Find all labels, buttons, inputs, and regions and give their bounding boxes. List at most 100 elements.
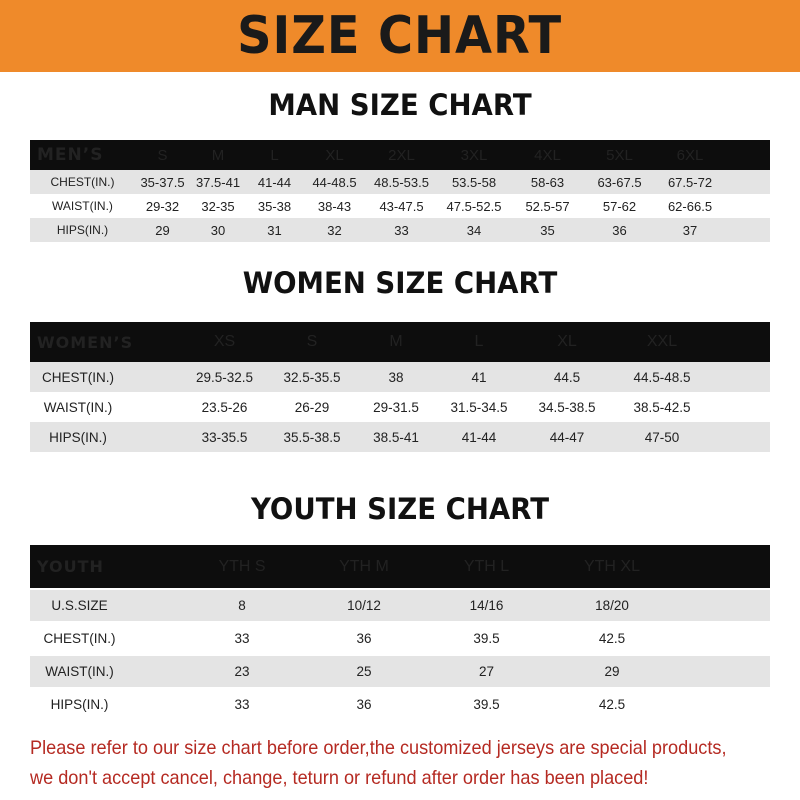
table-cell: 63-67.5 <box>597 174 642 190</box>
row-label: CHEST(IN.) <box>50 175 115 189</box>
table-cell: 38.5-41 <box>373 429 419 445</box>
table-cell: 33 <box>234 697 250 712</box>
header-label: MEN’S <box>37 145 104 165</box>
table-cell: 44.5-48.5 <box>633 369 691 385</box>
row-label: U.S.SIZE <box>51 598 108 613</box>
table-cell: 26-29 <box>294 399 330 415</box>
row-label: WAIST(IN.) <box>45 664 114 679</box>
header-label: WOMEN’S <box>37 332 134 352</box>
table-cell: 43-47.5 <box>379 198 424 214</box>
table-row: WAIST(IN.) 23.5-26 26-29 29-31.5 31.5-34.5 34… <box>30 392 770 422</box>
table-cell: 34.5-38.5 <box>538 399 596 415</box>
table-cell: 62-66.5 <box>667 198 713 214</box>
table-cell: 29-31.5 <box>373 399 419 415</box>
table-row: HIPS(IN.) 33 36 39.5 42.5 <box>30 689 770 720</box>
row-label: CHEST(IN.) <box>43 631 116 646</box>
table-cell: 33 <box>234 631 250 646</box>
table-cell: 36 <box>356 631 372 646</box>
notice-line-1: Please refer to our size chart before or… <box>30 737 727 759</box>
table-cell: 32-35 <box>201 198 235 214</box>
table-row: U.S.SIZE 8 10/12 14/16 18/20 <box>30 590 770 621</box>
row-label: HIPS(IN.) <box>56 223 109 237</box>
men-section-title: MAN SIZE CHART <box>268 88 532 122</box>
table-cell: 8 <box>238 598 246 613</box>
table-cell: 29 <box>604 664 620 679</box>
row-label: HIPS(IN.) <box>49 429 107 445</box>
notice-line-2: we don't accept cancel, change, teturn o… <box>30 767 649 789</box>
table-cell: 58-63 <box>530 174 565 190</box>
table-cell: 42.5 <box>598 697 626 712</box>
table-cell: 41-44 <box>461 429 497 445</box>
table-cell: 33 <box>394 222 409 238</box>
size-header: XL <box>557 333 577 350</box>
table-cell: 23 <box>234 664 250 679</box>
table-cell: 14/16 <box>469 598 504 613</box>
table-cell: 30 <box>210 222 226 238</box>
size-header: XS <box>213 333 236 350</box>
women-size-table: WOMEN’S XS S M L XL XXL CHEST(IN.) 29.5-32.5 32.5… <box>30 322 770 452</box>
table-row: CHEST(IN.) 35-37.5 37.5-41 41-44 44-48.5 48.5… <box>30 170 770 194</box>
size-header: M <box>389 333 403 350</box>
table-cell: 39.5 <box>473 697 500 712</box>
table-cell: 35-37.5 <box>140 174 185 190</box>
size-header: YTH S <box>218 557 266 575</box>
size-header: YTH XL <box>583 557 640 575</box>
table-cell: 44.5 <box>553 369 581 385</box>
title-banner: SIZE CHART <box>0 0 800 72</box>
table-cell: 36 <box>612 222 627 238</box>
table-cell: 31 <box>267 222 282 238</box>
table-cell: 37.5-41 <box>195 174 241 190</box>
table-cell: 38 <box>388 369 404 385</box>
table-cell: 10/12 <box>347 598 381 613</box>
table-cell: 34 <box>466 222 482 238</box>
size-header: S <box>157 146 168 164</box>
table-cell: 36 <box>356 697 372 712</box>
size-header: XL <box>325 146 344 164</box>
table-header-row: WOMEN’S XS S M L XL XXL <box>30 322 770 362</box>
row-label: WAIST(IN.) <box>43 399 113 415</box>
table-cell: 33-35.5 <box>201 429 248 445</box>
table-row: WAIST(IN.) 29-32 32-35 35-38 38-43 43-47.5 47.… <box>30 194 770 218</box>
size-header: 6XL <box>676 146 704 164</box>
table-cell: 18/20 <box>595 598 629 613</box>
size-header: YTH L <box>463 557 510 575</box>
size-header: YTH M <box>339 557 389 575</box>
table-cell: 44-48.5 <box>312 174 357 190</box>
table-header-row: YOUTH YTH S YTH M YTH L YTH XL <box>30 545 770 588</box>
header-label: YOUTH <box>37 557 104 576</box>
table-cell: 35.5-38.5 <box>283 429 341 445</box>
size-header: M <box>211 146 225 164</box>
table-cell: 35-38 <box>257 198 292 214</box>
main-title: SIZE CHART <box>237 6 563 66</box>
table-cell: 29 <box>155 222 170 238</box>
table-cell: 38-43 <box>317 198 352 214</box>
table-row: HIPS(IN.) 29 30 31 32 33 34 35 36 37 <box>30 218 770 242</box>
table-cell: 32.5-35.5 <box>283 369 341 385</box>
table-cell: 35 <box>540 222 555 238</box>
table-cell: 47.5-52.5 <box>446 198 502 214</box>
table-row: CHEST(IN.) 29.5-32.5 32.5-35.5 38 41 44.5 44.5… <box>30 362 770 392</box>
size-header: S <box>306 333 318 350</box>
size-header: 5XL <box>606 146 633 164</box>
table-cell: 41 <box>471 369 487 385</box>
row-label: WAIST(IN.) <box>52 199 113 213</box>
table-cell: 37 <box>682 222 698 238</box>
youth-section-title: YOUTH SIZE CHART <box>250 492 550 526</box>
size-header: 4XL <box>534 146 561 164</box>
table-header-row: MEN’S S M L XL 2XL 3XL 4XL 5XL 6XL <box>30 140 770 170</box>
table-cell: 25 <box>356 664 372 679</box>
table-cell: 44-47 <box>549 429 585 445</box>
size-header: L <box>474 333 484 350</box>
table-cell: 42.5 <box>598 631 626 646</box>
size-header: 3XL <box>460 146 488 164</box>
table-cell: 41-44 <box>257 174 292 190</box>
table-cell: 29-32 <box>145 198 180 214</box>
table-cell: 57-62 <box>602 198 637 214</box>
table-cell: 38.5-42.5 <box>633 399 691 415</box>
table-cell: 32 <box>327 222 342 238</box>
table-cell: 29.5-32.5 <box>195 369 254 385</box>
order-notice: Please refer to our size chart before or… <box>30 733 737 793</box>
women-section-title: WOMEN SIZE CHART <box>242 266 558 300</box>
table-row: CHEST(IN.) 33 36 39.5 42.5 <box>30 623 770 654</box>
row-label: CHEST(IN.) <box>42 369 114 385</box>
